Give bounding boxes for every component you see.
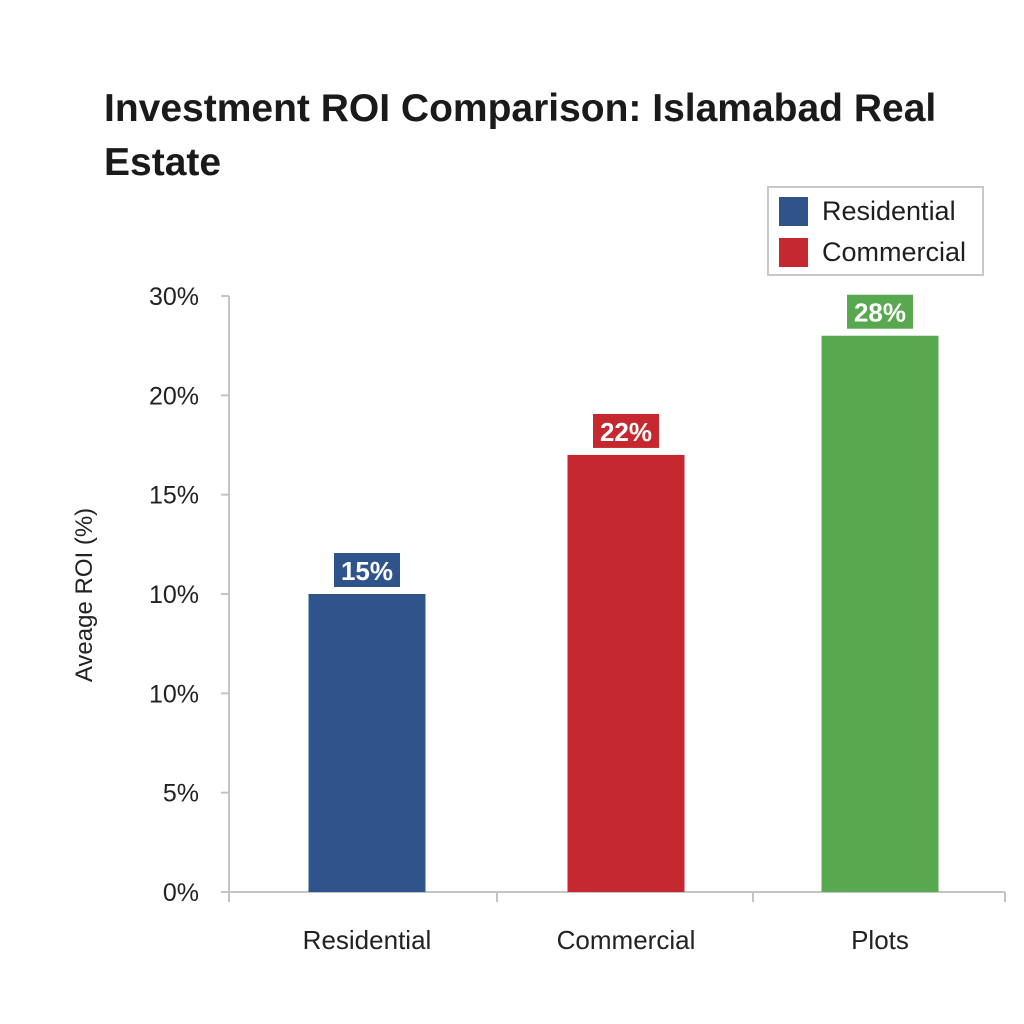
bar-plots xyxy=(821,335,939,892)
legend-item-commercial: Commercial xyxy=(779,237,966,268)
data-label-box xyxy=(334,553,400,587)
legend-label: Commercial xyxy=(822,237,967,267)
legend: Residential Commercial xyxy=(767,186,984,276)
y-tick-label: 5% xyxy=(163,780,199,808)
bar-residential xyxy=(308,594,426,892)
data-label: 28% xyxy=(854,298,906,328)
y-tick-label: 30% xyxy=(149,283,199,311)
x-tick-label: Residential xyxy=(303,925,432,955)
legend-swatch-residential xyxy=(779,197,808,226)
y-tick-label: 0% xyxy=(163,879,199,907)
legend-item-residential: Residential xyxy=(779,196,956,227)
bar-commercial xyxy=(567,454,685,892)
y-axis-label: Aveage ROI (%) xyxy=(71,508,98,682)
bars: 15% Residential 22% Commercial 28% Plots xyxy=(303,294,939,955)
y-tick-label: 15% xyxy=(149,482,199,510)
data-label-box xyxy=(847,294,913,329)
x-tick-label: Plots xyxy=(851,925,909,955)
data-label: 22% xyxy=(600,417,652,447)
legend-label: Residential xyxy=(822,196,956,226)
data-label: 15% xyxy=(341,556,393,586)
y-tick-label: 10% xyxy=(149,581,199,609)
chart-title: Investment ROI Comparison: Islamabad Rea… xyxy=(104,87,937,184)
data-label-box xyxy=(593,413,659,448)
x-tick-label: Commercial xyxy=(557,925,696,955)
y-tick-label: 20% xyxy=(149,382,199,410)
legend-swatch-commercial xyxy=(779,238,808,267)
axes: 0% 5% 10% 10% 15% 20% 30% xyxy=(149,283,1006,907)
y-tick-label: 10% xyxy=(149,680,199,708)
